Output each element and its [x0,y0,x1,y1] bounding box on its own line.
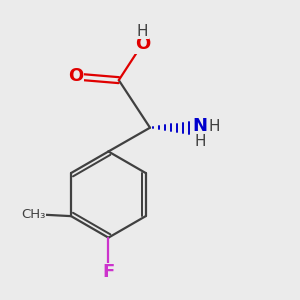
Text: H: H [194,134,206,148]
Text: F: F [102,263,115,281]
Text: O: O [68,67,83,85]
Text: H: H [137,24,148,39]
Text: CH₃: CH₃ [21,208,46,221]
Text: H: H [208,119,220,134]
Text: N: N [192,117,207,135]
Text: O: O [135,35,150,53]
